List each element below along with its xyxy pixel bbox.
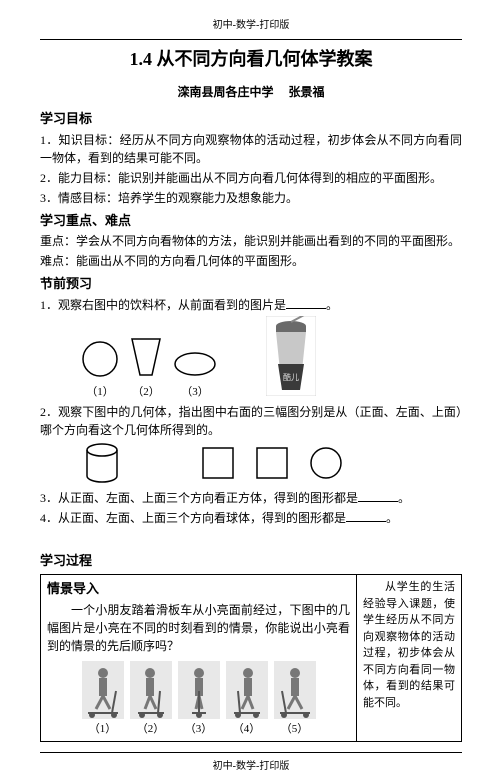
- shape-label-2: （2）: [128, 384, 164, 401]
- pre-q2: 2．观察下图中的几何体，指出图中右面的三幅图分别是从（正面、左面、上面）哪个方向…: [40, 403, 462, 439]
- skate-num-3: （3）: [178, 721, 220, 738]
- scene-para: 一个小朋友踏着滑板车从小亮面前经过，下图中的几幅图片是小亮在不同的时刻看到的情景…: [47, 601, 350, 655]
- byline-author: 张景福: [289, 85, 325, 99]
- trapezoid-icon: [128, 335, 164, 379]
- pre-q3: 3．从正面、左面、上面三个方向看正方体，得到的图形都是 。: [40, 489, 462, 507]
- square-icon-2: [254, 445, 290, 481]
- blank-4: [346, 509, 386, 522]
- table-right-cell: 从学生的生活经验导入课题，使学生经历从不同方向观察物体的活动过程，初步体会从不同…: [357, 575, 461, 741]
- focus-2: 难点：能画出从不同的方向看几何体的平面图形。: [40, 252, 462, 270]
- section-focus: 学习重点、难点: [40, 211, 462, 231]
- skate-2: [130, 661, 172, 719]
- process-table: 情景导入 一个小朋友踏着滑板车从小亮面前经过，下图中的几幅图片是小亮在不同的时刻…: [40, 574, 462, 742]
- shapes-row-2: [80, 441, 462, 485]
- blank-3: [358, 489, 398, 502]
- pre-q1: 1．观察右图中的饮料杯，从前面看到的图片是 。: [40, 296, 462, 314]
- svg-text:酷儿: 酷儿: [283, 372, 299, 382]
- shape-circle: （1）: [80, 339, 120, 401]
- section-goal: 学习目标: [40, 109, 462, 129]
- goal-3: 3．情感目标：培养学生的观察能力及想象能力。: [40, 189, 462, 207]
- circle-icon: [80, 339, 120, 379]
- scene-heading: 情景导入: [47, 579, 350, 599]
- skate-labels: （1） （2） （3） （4） （5）: [47, 721, 350, 738]
- shape-ellipse: （3）: [172, 349, 218, 401]
- skate-num-5: （5）: [274, 721, 316, 738]
- byline-school: 滦南县周各庄中学: [177, 85, 273, 99]
- header-rule: [40, 39, 462, 40]
- shape-label-1: （1）: [80, 384, 120, 401]
- pre-q1-b: 。: [326, 298, 338, 312]
- section-pre: 节前预习: [40, 274, 462, 294]
- section-process: 学习过程: [40, 551, 462, 571]
- pre-q4: 4．从正面、左面、上面三个方向看球体，得到的图形都是 。: [40, 509, 462, 527]
- shapes-row-1: （1） （2） （3） 酷儿: [80, 316, 462, 401]
- header-text: 初中-数学-打印版: [40, 18, 462, 33]
- skate-5: [274, 661, 316, 719]
- circle-icon-2: [308, 445, 344, 481]
- skate-3: [178, 661, 220, 719]
- byline: 滦南县周各庄中学 张景福: [40, 83, 462, 101]
- shape-label-3: （3）: [172, 384, 218, 401]
- blank-1: [286, 296, 326, 309]
- pre-q1-a: 1．观察右图中的饮料杯，从前面看到的图片是: [40, 298, 286, 312]
- skate-row: [47, 661, 350, 719]
- ellipse-icon: [172, 349, 218, 379]
- skate-num-4: （4）: [226, 721, 268, 738]
- footer-rule: [40, 752, 462, 753]
- square-icon-1: [200, 445, 236, 481]
- goal-1: 1．知识目标：经历从不同方向观察物体的活动过程，初步体会从不同方向看同一物体，看…: [40, 131, 462, 167]
- page: 初中-数学-打印版 1.4 从不同方向看几何体学教案 滦南县周各庄中学 张景福 …: [0, 0, 502, 784]
- shape-trapezoid: （2）: [128, 335, 164, 401]
- pre-q3-b: 。: [398, 491, 410, 505]
- pre-q4-a: 4．从正面、左面、上面三个方向看球体，得到的图形都是: [40, 511, 346, 525]
- cylinder-icon: [80, 441, 124, 485]
- skate-1: [82, 661, 124, 719]
- focus-1: 重点：学会从不同方向看物体的方法，能识别并能画出看到的不同的平面图形。: [40, 232, 462, 250]
- goal-2: 2．能力目标：能识别并能画出从不同方向看几何体得到的相应的平面图形。: [40, 169, 462, 187]
- skate-4: [226, 661, 268, 719]
- skate-num-2: （2）: [130, 721, 172, 738]
- table-left-cell: 情景导入 一个小朋友踏着滑板车从小亮面前经过，下图中的几幅图片是小亮在不同的时刻…: [41, 575, 357, 741]
- skate-num-1: （1）: [82, 721, 124, 738]
- pre-q3-a: 3．从正面、左面、上面三个方向看正方体，得到的图形都是: [40, 491, 358, 505]
- cup-photo: 酷儿: [266, 316, 316, 401]
- pre-q4-b: 。: [386, 511, 398, 525]
- footer-text: 初中-数学-打印版: [40, 759, 462, 774]
- doc-title: 1.4 从不同方向看几何体学教案: [40, 46, 462, 73]
